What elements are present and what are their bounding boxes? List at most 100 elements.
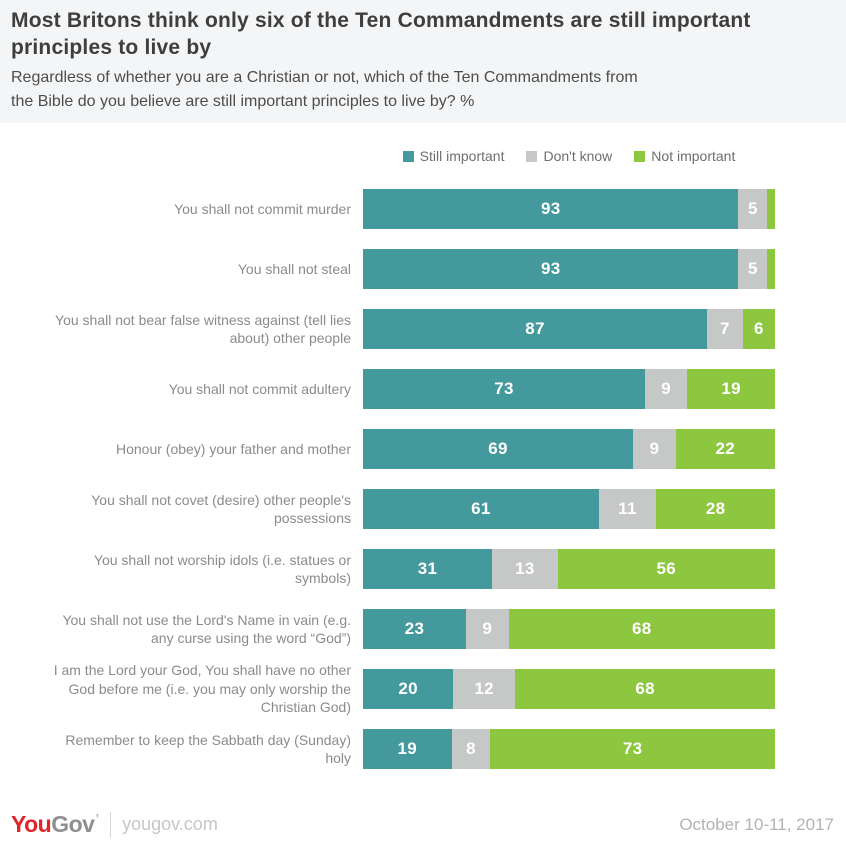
- value-label: 9: [482, 619, 493, 638]
- page-subtitle: Regardless of whether you are a Christia…: [11, 68, 638, 110]
- stacked-bar: 23 9 68: [363, 609, 775, 649]
- chart-row: You shall not bear false witness against…: [0, 309, 846, 349]
- bar-segment-not-important: [767, 189, 775, 229]
- value-label: 61: [471, 499, 491, 518]
- chart-row: You shall not commit adultery 73 9 19: [0, 369, 846, 409]
- bar-segment-not-important: 68: [515, 669, 775, 709]
- legend-swatch-icon: [526, 150, 538, 162]
- bar-segment-don-t-know: 12: [453, 669, 516, 709]
- bar-segment-don-t-know: 5: [738, 249, 768, 289]
- bar-segment-still-important: 23: [363, 609, 467, 649]
- row-label: You shall not commit adultery: [168, 380, 351, 397]
- legend-item-still-important: Still important: [402, 148, 504, 164]
- value-label: 11: [618, 499, 637, 518]
- bar-segment-don-t-know: 11: [598, 489, 657, 529]
- bar-segment-still-important: 19: [363, 729, 452, 769]
- value-label: 23: [404, 619, 425, 638]
- bar-segment-not-important: [767, 249, 775, 289]
- bar-segment-don-t-know: 13: [492, 549, 558, 589]
- chart-row: You shall not worship idols (i.e. statue…: [0, 549, 846, 589]
- chart-row: I am the Lord your God, You shall have n…: [0, 662, 846, 715]
- value-label: 20: [398, 679, 418, 698]
- value-label: 5: [748, 199, 758, 218]
- stacked-bar: 73 9 19: [363, 369, 775, 409]
- value-label: 93: [540, 199, 561, 218]
- bar-segment-don-t-know: 9: [633, 429, 676, 469]
- value-label: 9: [661, 379, 671, 398]
- page-title: Most Britons think only six of the Ten C…: [11, 9, 751, 60]
- bar-segment-not-important: 68: [508, 609, 775, 649]
- chart-row: You shall not commit murder 93 5: [0, 189, 846, 229]
- value-label: 68: [635, 679, 655, 698]
- chart: You shall not commit murder 93 5 You shall …: [0, 189, 846, 769]
- stacked-bar: 93 5: [363, 249, 775, 289]
- bar-segment-still-important: 20: [363, 669, 454, 709]
- value-label: 13: [515, 559, 535, 578]
- chart-row: You shall not steal 93 5: [0, 249, 846, 289]
- row-label: You shall not steal: [237, 260, 351, 277]
- bar-segment-not-important: 28: [656, 489, 775, 529]
- row-label: Honour (obey) your father and mother: [115, 440, 351, 457]
- bar-segment-still-important: 87: [363, 309, 707, 349]
- value-label: 68: [631, 619, 652, 638]
- row-label: I am the Lord your God, You shall have n…: [53, 662, 351, 716]
- row-label: You shall not bear false witness against…: [55, 311, 351, 346]
- legend-swatch-icon: [634, 150, 646, 162]
- value-label: 87: [525, 319, 545, 338]
- value-label: 31: [417, 559, 438, 578]
- row-label: You shall not commit murder: [174, 200, 351, 217]
- logo-you: You: [11, 811, 52, 837]
- bar-segment-still-important: 69: [363, 429, 634, 469]
- row-label: You shall not covet (desire) other peopl…: [91, 491, 351, 526]
- bar-segment-don-t-know: 8: [451, 729, 491, 769]
- value-label: 19: [721, 379, 741, 398]
- value-label: 73: [494, 379, 514, 398]
- bar-segment-not-important: 6: [742, 309, 775, 349]
- legend: Still important Don't know Not important: [402, 148, 736, 164]
- logo-divider: [110, 811, 112, 838]
- bar-segment-don-t-know: 5: [738, 189, 768, 229]
- bar-segment-still-important: 31: [363, 549, 493, 589]
- value-label: 12: [474, 679, 494, 698]
- row-label: Remember to keep the Sabbath day (Sunday…: [65, 731, 351, 766]
- stacked-bar: 31 13 56: [363, 549, 776, 589]
- value-label: 22: [715, 439, 736, 458]
- bar-segment-still-important: 93: [363, 189, 739, 229]
- row-label: You shall not worship idols (i.e. statue…: [93, 551, 351, 586]
- logo-gov: Gov: [51, 811, 95, 837]
- bar-segment-not-important: 19: [687, 369, 775, 409]
- stacked-bar: 20 12 68: [363, 669, 775, 709]
- bar-segment-still-important: 61: [363, 489, 599, 529]
- legend-wrap: Still important Don't know Not important: [363, 148, 775, 164]
- stacked-bar: 69 9 22: [363, 429, 775, 469]
- value-label: 9: [649, 439, 660, 458]
- row-label: You shall not use the Lord's Name in vai…: [62, 611, 351, 646]
- logo-trademark-icon: ’: [95, 811, 100, 826]
- bar-segment-don-t-know: 9: [645, 369, 688, 409]
- stacked-bar: 61 11 28: [363, 489, 775, 529]
- bar-segment-don-t-know: 9: [466, 609, 509, 649]
- bar-segment-still-important: 93: [363, 249, 739, 289]
- chart-row: You shall not use the Lord's Name in vai…: [0, 609, 846, 649]
- stacked-bar: 19 8 73: [363, 729, 776, 769]
- bar-segment-still-important: 73: [363, 369, 646, 409]
- bar-segment-not-important: 73: [490, 729, 776, 769]
- stacked-bar: 87 7 6: [363, 309, 775, 349]
- value-label: 73: [622, 739, 643, 758]
- footer: You Gov’ yougov.com October 10-11, 2017: [0, 811, 846, 838]
- header: Most Britons think only six of the Ten C…: [0, 0, 846, 123]
- legend-item-don-t-know: Don't know: [526, 148, 612, 164]
- value-label: 6: [754, 319, 764, 338]
- legend-label: Not important: [651, 148, 736, 164]
- bar-segment-not-important: 56: [557, 549, 776, 589]
- stacked-bar: 93 5: [363, 189, 775, 229]
- legend-label: Don't know: [543, 148, 613, 164]
- yougov-logo: You Gov’: [11, 811, 99, 838]
- chart-row: Honour (obey) your father and mother 69 9 2…: [0, 429, 846, 469]
- legend-swatch-icon: [402, 150, 414, 162]
- value-label: 56: [656, 559, 677, 578]
- value-label: 93: [540, 259, 561, 278]
- chart-row: Remember to keep the Sabbath day (Sunday…: [0, 729, 846, 769]
- value-label: 5: [748, 259, 758, 278]
